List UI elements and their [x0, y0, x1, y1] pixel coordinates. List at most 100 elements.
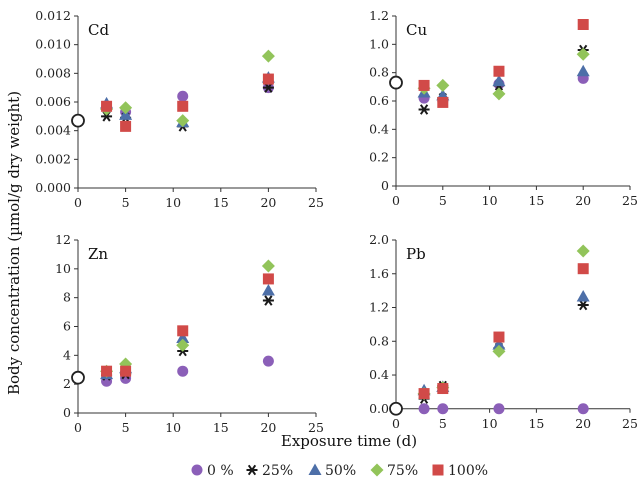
x-tick-label: 10 — [165, 420, 181, 435]
x-tick-label: 0 — [392, 416, 400, 431]
data-point — [576, 64, 590, 77]
data-point — [436, 78, 450, 92]
data-point — [120, 120, 132, 132]
control-point — [389, 401, 403, 416]
data-point — [177, 100, 189, 112]
x-tick-label: 25 — [622, 416, 638, 431]
data-point — [177, 325, 189, 337]
data-point — [101, 365, 113, 377]
data-point — [261, 283, 275, 296]
x-tick-label: 15 — [213, 420, 229, 435]
pb-panel: 0.0 0.4 0.8 1.2 1.6 2.0 0 5 10 15 20 25 Pb — [369, 232, 638, 431]
y-tick-label: 2 — [63, 376, 71, 391]
x-tick-label: 15 — [528, 193, 544, 208]
data-point — [492, 74, 506, 87]
control-point — [71, 113, 85, 128]
control-point — [389, 75, 403, 90]
x-tick-label: 25 — [308, 195, 324, 210]
x-tick-label: 10 — [482, 416, 498, 431]
data-point — [437, 383, 449, 395]
data-point — [437, 96, 449, 108]
data-point — [262, 355, 274, 367]
zn-panel: 0 2 4 6 8 10 12 0 5 10 15 20 25 Zn — [55, 232, 324, 435]
legend-label: 0 % — [207, 463, 234, 479]
data-point — [262, 273, 274, 285]
legend-label: 75% — [387, 463, 418, 479]
x-tick-label: 5 — [122, 420, 130, 435]
data-point — [576, 47, 590, 61]
x-tick-label: 5 — [122, 195, 130, 210]
x-tick-label: 20 — [260, 195, 276, 210]
data-point — [418, 403, 430, 415]
y-tick-label: 2.0 — [369, 232, 389, 247]
x-tick-label: 20 — [575, 193, 591, 208]
data-point — [261, 259, 275, 273]
data-point — [418, 388, 430, 400]
legend-item: 100% — [432, 463, 488, 479]
x-tick-label: 5 — [439, 416, 447, 431]
y-tick-label: 0.8 — [369, 333, 389, 348]
y-tick-label: 0.4 — [369, 367, 389, 382]
x-tick-label: 15 — [528, 416, 544, 431]
panel-title: Cu — [406, 21, 427, 39]
y-tick-label: 1.2 — [369, 8, 389, 23]
y-tick-label: 0.006 — [35, 94, 71, 109]
y-tick-label: 12 — [55, 232, 71, 247]
y-tick-label: 1.2 — [369, 300, 389, 315]
legend-label: 50% — [325, 463, 356, 479]
legend-item: 75% — [370, 463, 418, 479]
y-tick-label: 6 — [63, 319, 71, 334]
panel-title: Cd — [88, 21, 109, 39]
data-point — [176, 114, 190, 128]
data-point — [577, 263, 589, 275]
x-tick-label: 10 — [165, 195, 181, 210]
y-tick-label: 0.4 — [369, 121, 389, 136]
legend-label: 100% — [448, 463, 488, 479]
data-point — [576, 290, 590, 302]
y-tick-label: 0.012 — [35, 8, 71, 23]
data-point — [101, 100, 113, 112]
data-point — [176, 338, 190, 352]
data-point — [437, 403, 449, 415]
y-tick-label: 1.6 — [369, 266, 389, 281]
y-tick-label: 0.002 — [35, 151, 71, 166]
data-point — [576, 244, 590, 258]
data-point — [177, 365, 189, 377]
x-tick-label: 25 — [622, 193, 638, 208]
legend: 0 % 25% 50% 75% 100% — [191, 463, 488, 479]
y-tick-label: 0.008 — [35, 65, 71, 80]
legend-marker — [191, 464, 203, 476]
y-tick-label: 4 — [63, 347, 71, 362]
data-point — [492, 344, 506, 358]
y-tick-label: 0.6 — [369, 93, 389, 108]
x-tick-label: 0 — [74, 195, 82, 210]
legend-marker — [246, 464, 258, 476]
x-tick-label: 0 — [74, 420, 82, 435]
y-tick-label: 8 — [63, 290, 71, 305]
y-tick-label: 0.000 — [35, 180, 71, 195]
data-point — [262, 73, 274, 85]
y-tick-label: 0.0 — [369, 401, 389, 416]
legend-label: 25% — [262, 463, 293, 479]
y-tick-label: 0 — [63, 405, 71, 420]
data-point — [177, 90, 189, 102]
x-tick-label: 20 — [260, 420, 276, 435]
data-point — [418, 79, 430, 91]
panel-title: Zn — [88, 245, 108, 263]
data-point — [493, 65, 505, 77]
legend-item: 50% — [308, 463, 356, 479]
data-point — [261, 49, 275, 63]
legend-marker — [432, 464, 444, 476]
legend-marker — [308, 463, 322, 475]
data-point — [120, 365, 132, 377]
data-point — [119, 101, 133, 115]
y-tick-label: 10 — [55, 261, 71, 276]
x-axis-label: Exposure time (d) — [281, 432, 417, 450]
legend-marker — [370, 463, 384, 477]
data-point — [262, 295, 274, 306]
data-point — [492, 338, 506, 350]
cd-panel: 0.000 0.002 0.004 0.006 0.008 0.010 0.012 0 5 10 1… — [35, 8, 324, 210]
data-point — [577, 19, 589, 30]
panel-title: Pb — [406, 245, 426, 263]
